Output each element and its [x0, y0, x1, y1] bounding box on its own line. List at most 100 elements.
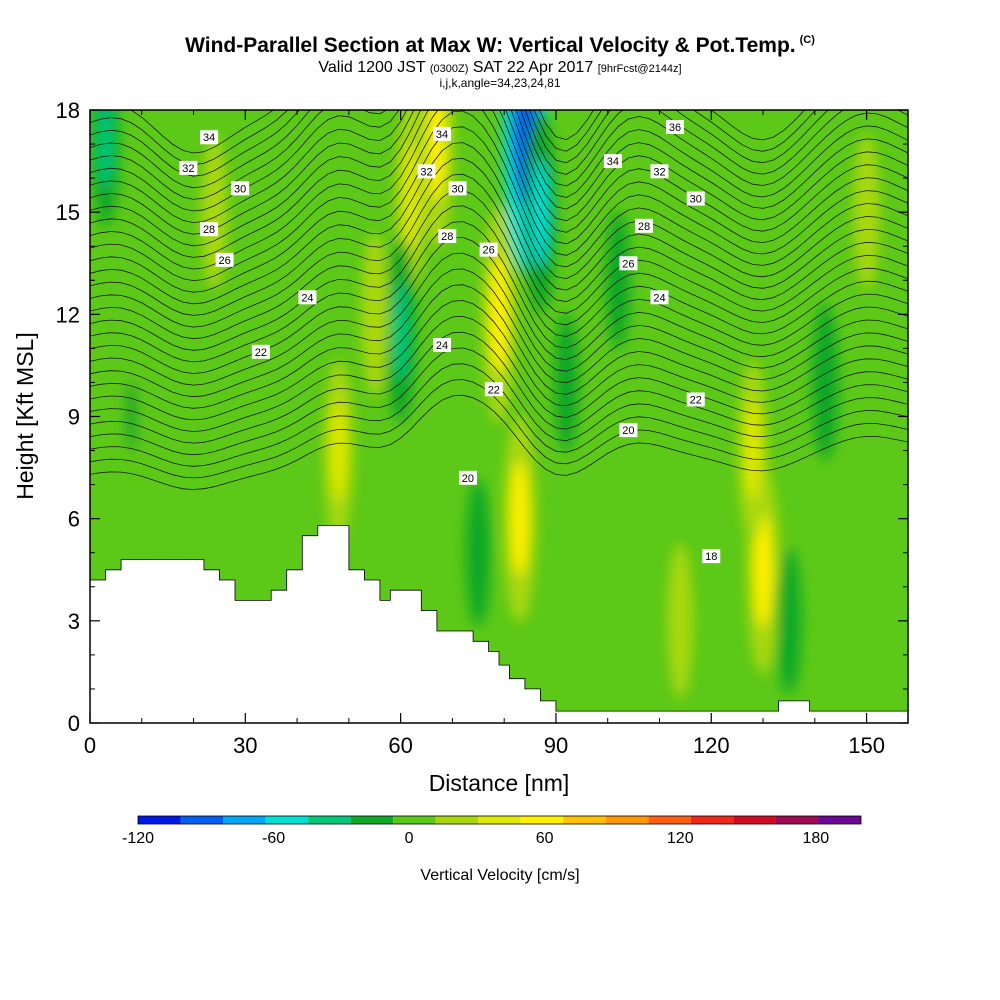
theta-contour	[90, 347, 908, 456]
x-tick-label: 150	[848, 733, 885, 758]
theta-label-box	[200, 222, 219, 237]
theta-label-box	[484, 382, 503, 397]
theta-label: 20	[619, 423, 638, 438]
theta-label-text: 34	[203, 132, 215, 144]
theta-contour	[90, 110, 908, 189]
colorbar-label: Vertical Velocity [cm/s]	[420, 867, 579, 884]
theta-label-text: 22	[488, 384, 500, 396]
theta-label-text: 34	[436, 129, 448, 141]
colorbar-swatch	[690, 816, 734, 824]
theta-label: 20	[458, 470, 477, 485]
y-tick-label: 3	[68, 609, 80, 634]
theta-contour	[90, 110, 806, 154]
colorbar-swatch	[393, 816, 436, 824]
velocity-core	[392, 281, 409, 382]
colorbar-swatch	[265, 816, 309, 824]
theta-label: 22	[484, 382, 503, 397]
colorbar-swatch	[308, 816, 351, 824]
theta-contour	[90, 110, 908, 235]
theta-label: 28	[438, 229, 457, 244]
theta-label-text: 34	[607, 156, 619, 168]
theta-label-box	[458, 470, 477, 485]
velocity-core	[427, 110, 447, 202]
colorbar-swatch	[648, 816, 691, 824]
theta-contour	[90, 205, 908, 351]
x-tick-label: 30	[233, 733, 257, 758]
theta-label: 28	[634, 218, 653, 233]
theta-contour	[90, 142, 908, 305]
copyright-mark: (C)	[799, 34, 815, 46]
theta-label-text: 28	[441, 231, 453, 243]
theta-label-text: 18	[705, 551, 717, 563]
theta-label-box	[215, 252, 234, 267]
theta-label-text: 30	[234, 183, 246, 195]
theta-label-text: 26	[483, 245, 495, 257]
terrain-mask	[90, 525, 908, 723]
x-axis-label: Distance [nm]	[429, 770, 570, 796]
theta-label-box	[702, 549, 721, 564]
theta-label-box	[650, 290, 669, 305]
potential-temperature-contours	[90, 110, 908, 490]
theta-contour	[90, 379, 908, 479]
y-tick-label: 0	[68, 711, 80, 736]
theta-contour	[90, 110, 908, 282]
colorbar-swatch	[775, 816, 819, 824]
velocity-core	[818, 339, 833, 426]
valid-prefix: Valid 1200 JST	[318, 59, 426, 76]
colorbar-swatch	[563, 816, 606, 824]
theta-label-text: 32	[420, 166, 432, 178]
theta-label-box	[298, 290, 317, 305]
theta-label-text: 32	[182, 163, 194, 175]
theta-contour	[90, 110, 908, 224]
colorbar-swatch	[478, 816, 521, 824]
theta-label-text: 24	[436, 340, 448, 352]
theta-label-text: 32	[653, 166, 665, 178]
theta-contour	[90, 252, 908, 386]
theta-label-box	[200, 130, 219, 145]
theta-label-text: 30	[451, 183, 463, 195]
x-tick-label: 60	[388, 733, 412, 758]
velocity-core	[471, 512, 486, 593]
theta-label: 30	[231, 181, 250, 196]
theta-label: 30	[448, 181, 467, 196]
theta-label-text: 30	[690, 194, 702, 206]
theta-label-box	[650, 164, 669, 179]
theta-label: 22	[686, 392, 705, 407]
theta-label: 34	[603, 154, 622, 169]
colorbar-tick-label: 120	[667, 830, 694, 847]
theta-label-box	[448, 181, 467, 196]
theta-contour	[90, 110, 908, 200]
theta-label-box	[231, 181, 250, 196]
theta-label-text: 24	[301, 292, 313, 304]
chart-title: Wind-Parallel Section at Max W: Vertical…	[185, 34, 815, 57]
section-indices: i,j,k,angle=34,23,24,81	[439, 76, 561, 90]
theta-label: 32	[650, 164, 669, 179]
theta-contour	[90, 157, 908, 316]
theta-label-box	[433, 337, 452, 352]
theta-label-text: 20	[462, 473, 474, 485]
theta-label-box	[251, 344, 270, 359]
theta-contour	[90, 110, 829, 177]
theta-label: 26	[479, 242, 498, 257]
colorbar-swatch	[223, 816, 266, 824]
colorbar-swatch	[733, 816, 776, 824]
theta-contour	[90, 284, 908, 409]
velocity-core	[531, 157, 550, 268]
y-tick-label: 9	[68, 405, 80, 430]
theta-label-box	[619, 423, 638, 438]
theta-label-text: 26	[622, 258, 634, 270]
theta-contour	[90, 110, 908, 247]
theta-label-box	[686, 392, 705, 407]
valid-date: SAT 22 Apr 2017	[472, 59, 594, 76]
theta-label: 24	[298, 290, 317, 305]
theta-label: 26	[215, 252, 234, 267]
y-tick-label: 6	[68, 507, 80, 532]
theta-label: 18	[702, 549, 721, 564]
theta-label-box	[619, 256, 638, 271]
theta-label: 28	[200, 222, 219, 237]
theta-contour	[90, 331, 908, 444]
theta-label-box	[417, 164, 436, 179]
x-tick-label: 0	[84, 733, 96, 758]
